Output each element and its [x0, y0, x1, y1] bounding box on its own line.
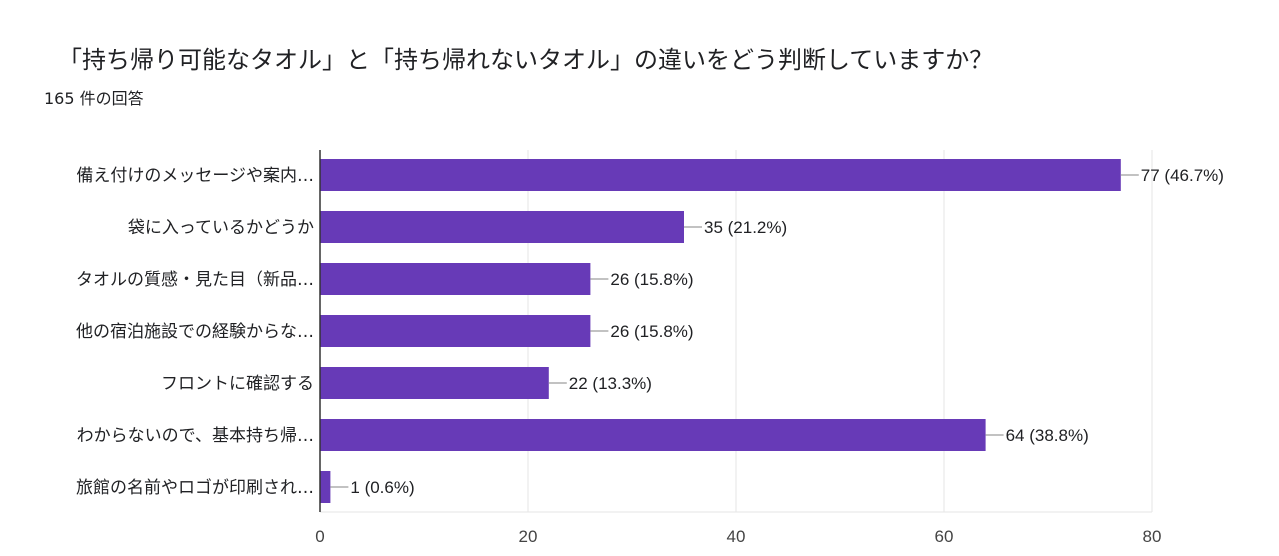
category-label: わからないので、基本持ち帰… [77, 426, 314, 446]
chart-title: 「持ち帰り可能なタオル」と「持ち帰れないタオル」の違いをどう判断していますか？ [58, 46, 994, 74]
bar [320, 367, 549, 399]
bar [320, 263, 591, 295]
category-label: フロントに確認する [161, 374, 314, 394]
bar-value-label: 22 (13.3%) [569, 374, 652, 393]
bar-value-label: 1 (0.6%) [350, 478, 414, 497]
x-tick-label: 20 [519, 527, 538, 546]
bar-value-label: 35 (21.2%) [704, 218, 787, 237]
category-label: 袋に入っているかどうか [128, 218, 314, 238]
bar-value-label: 26 (15.8%) [610, 322, 693, 341]
category-label: 備え付けのメッセージや案内… [76, 166, 314, 186]
bar-value-label: 77 (46.7%) [1141, 166, 1224, 185]
response-count: 165 件の回答 [44, 89, 144, 108]
bar-value-label: 26 (15.8%) [610, 270, 693, 289]
bar [320, 419, 986, 451]
x-tick-label: 40 [727, 527, 746, 546]
category-label: 旅館の名前やロゴが印刷され… [76, 477, 314, 498]
bar [320, 211, 684, 243]
category-label: 他の宿泊施設での経験からな… [76, 322, 314, 342]
bar [320, 471, 331, 503]
x-tick-label: 80 [1143, 527, 1162, 546]
x-tick-label: 0 [315, 527, 324, 546]
category-label: タオルの質感・見た目（新品… [76, 270, 314, 290]
bar [320, 315, 591, 347]
x-tick-label: 60 [935, 527, 954, 546]
bar-value-label: 64 (38.8%) [1006, 426, 1089, 445]
bar [320, 159, 1121, 191]
labels: 0 20 40 60 80 77 (46.7%) 備え付けのメッセージや案内… 35 (21.… [76, 166, 1224, 546]
bars [320, 159, 1121, 503]
